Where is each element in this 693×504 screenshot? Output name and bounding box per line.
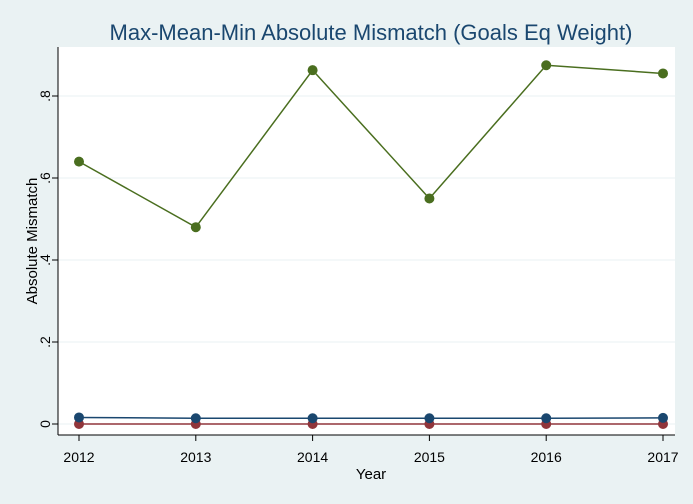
series-line	[78, 64, 664, 229]
series-lines	[74, 60, 668, 429]
data-point	[190, 413, 201, 424]
axes	[52, 47, 675, 441]
data-point	[424, 413, 435, 424]
y-tick-label: .6	[37, 172, 53, 184]
data-point	[74, 412, 84, 423]
tick-labels: 0 .2 .4 .6 .8 2012 2013 2014 2015 2016 2017	[37, 90, 679, 465]
data-point	[541, 60, 552, 71]
x-tick-label: 2016	[531, 449, 562, 465]
y-tick-label: 0	[37, 420, 53, 428]
y-tick-label: .8	[37, 90, 53, 102]
y-axis-title: Absolute Mismatch	[24, 178, 41, 305]
series-line	[78, 416, 664, 420]
data-point	[658, 68, 668, 79]
data-point	[74, 156, 84, 167]
x-axis-title: Year	[356, 466, 386, 483]
y-tick-label: .2	[37, 336, 53, 348]
data-point	[307, 65, 318, 76]
data-point	[541, 413, 552, 424]
chart-title: Max-Mean-Min Absolute Mismatch (Goals Eq…	[110, 20, 633, 45]
x-tick-label: 2015	[414, 449, 445, 465]
x-tick-label: 2012	[63, 449, 94, 465]
x-tick-label: 2013	[180, 449, 211, 465]
data-point	[424, 193, 435, 204]
data-point	[190, 222, 201, 233]
x-tick-label: 2014	[297, 449, 328, 465]
y-tick-label: .4	[37, 254, 53, 266]
data-point	[307, 413, 318, 424]
x-tick-label: 2017	[647, 449, 678, 465]
data-point	[658, 412, 668, 423]
plot-area	[58, 47, 675, 435]
